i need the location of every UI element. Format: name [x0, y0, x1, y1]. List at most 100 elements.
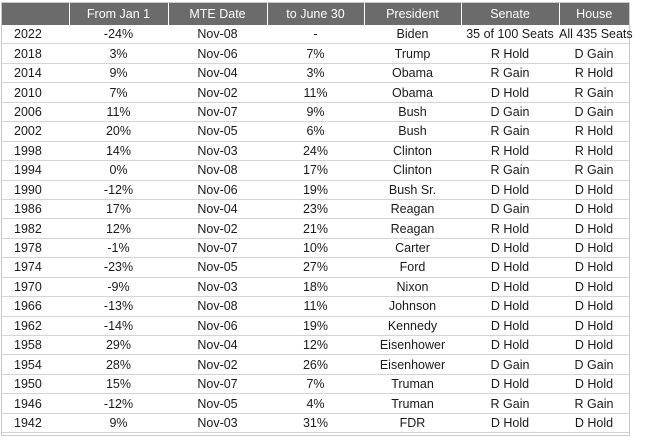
- house-cell: R Hold: [559, 63, 629, 84]
- president-cell: Obama: [364, 82, 461, 103]
- to-june-30-cell: 24%: [267, 141, 364, 162]
- from-jan-1-cell: 3%: [69, 43, 168, 64]
- table-row: 1998 14% Nov-03 24% Clinton R Hold R Hold: [2, 141, 629, 162]
- house-cell: R Hold: [559, 121, 629, 142]
- house-cell: D Hold: [559, 199, 629, 220]
- from-jan-1-cell: 20%: [69, 121, 168, 142]
- mte-date-cell: Nov-08: [168, 160, 267, 181]
- year-cell: 1974: [2, 257, 69, 278]
- from-jan-1-column-header: From Jan 1: [68, 3, 168, 25]
- mte-date-cell: Nov-03: [168, 413, 267, 434]
- president-cell: Eisenhower: [364, 354, 461, 375]
- year-cell: 1942: [2, 413, 69, 434]
- year-cell: 1990: [2, 180, 69, 200]
- senate-cell: D Hold: [461, 413, 559, 434]
- from-jan-1-cell: 7%: [69, 82, 168, 103]
- senate-cell: D Gain: [461, 199, 559, 220]
- mte-date-cell: Nov-08: [168, 25, 267, 45]
- year-cell: 1954: [2, 354, 69, 375]
- senate-cell: D Hold: [461, 180, 559, 200]
- mte-date-cell: Nov-05: [168, 121, 267, 142]
- table-row: 1958 29% Nov-04 12% Eisenhower D Hold D Hold: [2, 335, 629, 356]
- from-jan-1-cell: -9%: [69, 277, 168, 298]
- mte-date-cell: Nov-03: [168, 277, 267, 298]
- year-cell: 1962: [2, 316, 69, 337]
- mte-date-cell: Nov-05: [168, 257, 267, 278]
- from-jan-1-cell: 9%: [69, 413, 168, 434]
- to-june-30-cell: 21%: [267, 218, 364, 239]
- president-cell: Trump: [364, 43, 461, 64]
- house-cell: D Hold: [559, 277, 629, 298]
- mte-date-cell: Nov-04: [168, 335, 267, 356]
- senate-cell: D Hold: [461, 82, 559, 103]
- senate-cell: D Hold: [461, 335, 559, 356]
- table-row: 2022 -24% Nov-08- Biden 35 of 100 Seats All 4…: [2, 25, 633, 45]
- mte-date-cell: Nov-06: [168, 180, 267, 200]
- house-cell: D Hold: [559, 180, 629, 200]
- to-june-30-cell: 23%: [267, 199, 364, 220]
- senate-cell: R Hold: [461, 141, 559, 162]
- president-cell: Truman: [364, 374, 461, 395]
- year-cell: 2006: [2, 102, 69, 123]
- president-cell: Ford: [364, 257, 461, 278]
- house-cell: D Gain: [559, 43, 629, 64]
- to-june-30-cell: 11%: [267, 82, 364, 103]
- president-cell: Obama: [364, 63, 461, 84]
- president-cell: Carter: [364, 238, 461, 259]
- table-row: 1950 15% Nov-07 7% Truman D Hold D Hold: [2, 374, 629, 395]
- to-june-30-cell: 12%: [267, 335, 364, 356]
- table-header: From Jan 1 MTE Date to June 30 President Sen…: [2, 3, 629, 25]
- mte-date-cell: Nov-02: [168, 82, 267, 103]
- senate-cell: R Gain: [461, 160, 559, 181]
- to-june-30-cell: 3%: [267, 63, 364, 84]
- to-june-30-cell: 6%: [267, 121, 364, 142]
- table-row: 1942 9% Nov-03 31% FDR D Hold D Hold: [2, 413, 629, 434]
- year-cell: 1998: [2, 141, 69, 162]
- house-cell: D Hold: [559, 374, 629, 395]
- president-cell: Nixon: [364, 277, 461, 298]
- to-june-30-cell: 4%: [267, 393, 364, 414]
- president-cell: Bush Sr.: [364, 180, 461, 200]
- table-row: 2014 9% Nov-04 3% Obama R Gain R Hold: [2, 63, 629, 84]
- mte-date-cell: Nov-05: [168, 393, 267, 414]
- to-june-30-cell: 11%: [267, 296, 364, 317]
- house-cell: D Hold: [559, 413, 629, 434]
- house-cell: R Gain: [559, 160, 629, 181]
- year-cell: 1966: [2, 296, 69, 317]
- house-cell: D Gain: [559, 354, 629, 375]
- from-jan-1-cell: -12%: [69, 393, 168, 414]
- table-row: 2002 20% Nov-05 6% Bush R Gain R Hold: [2, 121, 629, 142]
- house-cell: D Hold: [559, 257, 629, 278]
- president-cell: Clinton: [364, 141, 461, 162]
- senate-cell: D Gain: [461, 102, 559, 123]
- from-jan-1-cell: 12%: [69, 218, 168, 239]
- table-row: 1962 -14% Nov-06 19% Kennedy D Hold D Hold: [2, 316, 629, 337]
- year-cell: 1978: [2, 238, 69, 259]
- mte-date-cell: Nov-06: [168, 43, 267, 64]
- from-jan-1-cell: 9%: [69, 63, 168, 84]
- president-cell: Reagan: [364, 199, 461, 220]
- year-cell: 1946: [2, 393, 69, 414]
- house-cell: D Hold: [559, 238, 629, 259]
- president-cell: Biden: [364, 25, 461, 45]
- senate-column-header: Senate: [460, 3, 559, 25]
- to-june-30-cell: 19%: [267, 180, 364, 200]
- year-cell: 2022: [2, 25, 69, 45]
- mte-date-cell: Nov-04: [168, 63, 267, 84]
- year-cell: 1958: [2, 335, 69, 356]
- house-cell: R Hold: [559, 141, 629, 162]
- president-cell: Kennedy: [364, 316, 461, 337]
- senate-cell: R Hold: [461, 218, 559, 239]
- table-row: 1954 28% Nov-02 26% Eisenhower D Gain D Gain: [2, 354, 629, 375]
- from-jan-1-cell: 15%: [69, 374, 168, 395]
- year-cell: 1970: [2, 277, 69, 298]
- mte-date-cell: Nov-02: [168, 354, 267, 375]
- from-jan-1-cell: -23%: [69, 257, 168, 278]
- mte-date-cell: Nov-03: [168, 141, 267, 162]
- senate-cell: D Hold: [461, 277, 559, 298]
- table-row: 1966 -13% Nov-08 11% Johnson D Hold D Hold: [2, 296, 629, 317]
- from-jan-1-cell: -24%: [69, 25, 168, 45]
- table-row: 1994 0% Nov-08 17% Clinton R Gain R Gain: [2, 160, 629, 181]
- to-june-30-cell: 31%: [267, 413, 364, 434]
- table-row: 2006 11% Nov-07 9% Bush D Gain D Gain: [2, 102, 629, 123]
